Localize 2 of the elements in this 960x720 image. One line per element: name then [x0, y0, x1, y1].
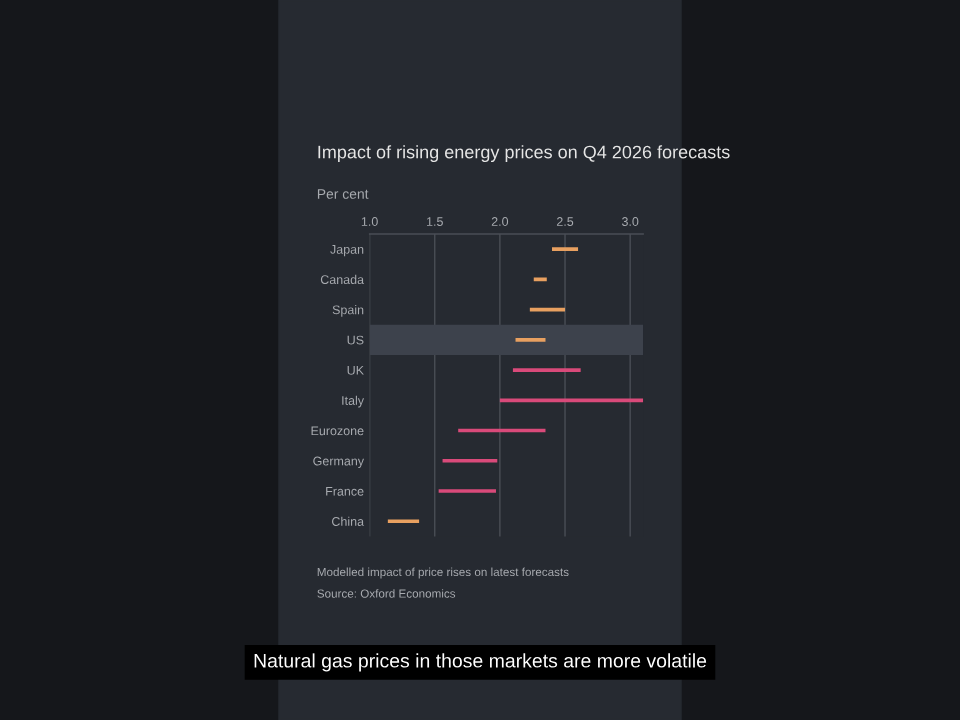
text: Natural gas prices in those markets are more volatile	[254, 653, 707, 672]
chart-title: Impact of rising energy prices on Q4 2026 forecasts	[318, 145, 730, 162]
